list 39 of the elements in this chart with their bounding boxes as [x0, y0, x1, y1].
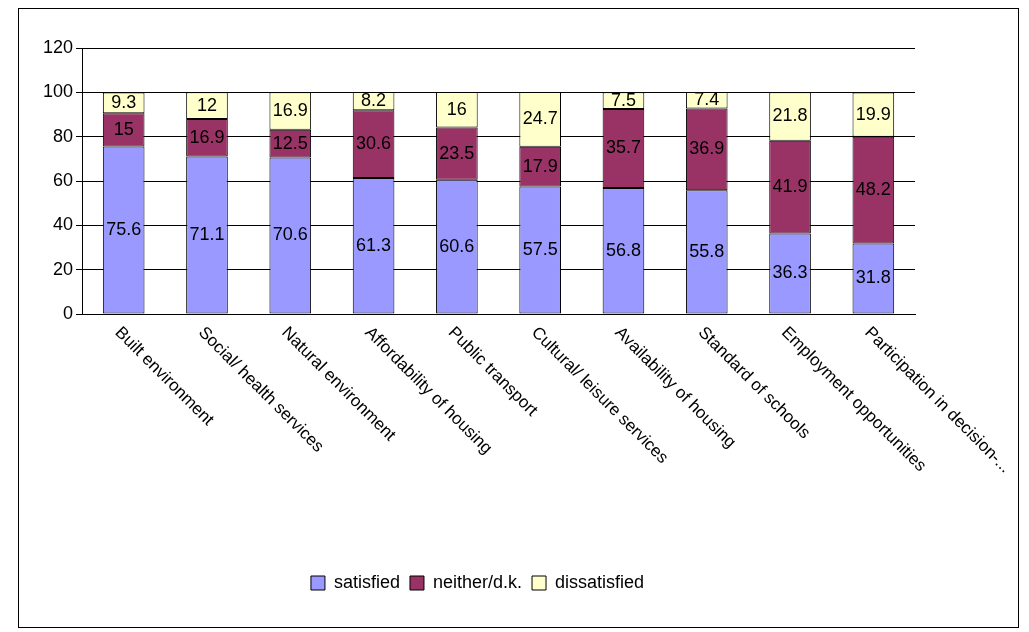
data-label: 12 [196, 94, 217, 115]
data-label: 23.5 [439, 142, 475, 163]
y-tick-label: 0 [63, 302, 74, 323]
data-label: 71.1 [189, 223, 225, 244]
data-label: 75.6 [106, 218, 142, 239]
y-tick-label: 100 [42, 81, 74, 102]
data-label: 16 [446, 98, 467, 119]
y-tick-label: 120 [42, 36, 74, 57]
data-label: 7.5 [610, 89, 636, 110]
data-label: 16.9 [272, 100, 308, 121]
data-label: 61.3 [356, 234, 392, 255]
y-tick-label: 20 [53, 258, 74, 279]
data-label: 15 [113, 118, 134, 139]
data-label: 48.2 [855, 179, 891, 200]
data-label: 56.8 [605, 239, 641, 260]
legend-label: satisfied [333, 571, 400, 592]
data-label: 35.7 [605, 137, 641, 158]
data-label: 16.9 [189, 126, 225, 147]
data-label: 60.6 [439, 235, 475, 256]
data-label: 41.9 [772, 176, 808, 197]
data-label: 12.5 [272, 132, 308, 153]
y-tick-label: 80 [53, 125, 74, 146]
data-label: 17.9 [522, 155, 558, 176]
data-label: 21.8 [772, 105, 808, 126]
data-label: 57.5 [522, 238, 558, 259]
data-label: 8.2 [361, 90, 387, 111]
data-label: 30.6 [356, 133, 392, 154]
y-tick-label: 60 [53, 169, 74, 190]
data-label: 24.7 [522, 108, 558, 129]
data-label: 31.8 [855, 267, 891, 288]
data-label: 55.8 [689, 240, 725, 261]
legend-label: dissatisfied [555, 571, 645, 592]
data-label: 19.9 [855, 103, 891, 124]
data-label: 70.6 [272, 224, 308, 245]
data-label: 9.3 [111, 91, 137, 112]
data-label: 36.3 [772, 262, 808, 283]
y-tick-label: 40 [53, 214, 74, 235]
data-label: 36.9 [689, 138, 725, 159]
legend-label: neither/d.k. [432, 571, 523, 592]
